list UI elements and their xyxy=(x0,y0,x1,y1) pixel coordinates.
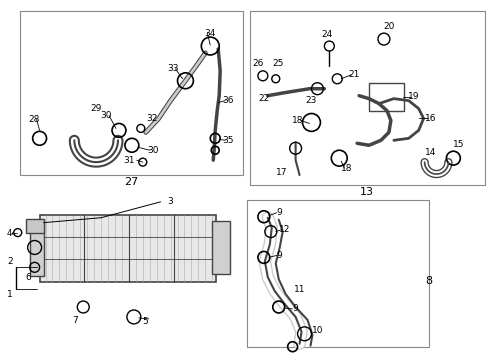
Text: 23: 23 xyxy=(305,96,317,105)
Bar xyxy=(40,215,216,282)
Text: 28: 28 xyxy=(28,115,39,124)
Text: 17: 17 xyxy=(275,167,287,176)
Text: 2: 2 xyxy=(7,257,13,266)
Text: 14: 14 xyxy=(424,148,435,157)
Text: 25: 25 xyxy=(271,59,283,68)
Text: 11: 11 xyxy=(293,285,305,294)
Bar xyxy=(249,11,484,185)
Bar xyxy=(246,200,427,347)
Bar xyxy=(30,221,43,276)
Text: 31: 31 xyxy=(123,156,134,165)
Text: 3: 3 xyxy=(167,197,173,206)
Text: 20: 20 xyxy=(383,22,394,31)
Text: 7: 7 xyxy=(72,316,78,325)
Bar xyxy=(26,219,43,233)
Text: 9: 9 xyxy=(292,305,298,314)
Text: 4←: 4← xyxy=(7,229,19,238)
Text: 9: 9 xyxy=(276,208,282,217)
Text: 1: 1 xyxy=(7,289,13,298)
Text: 27: 27 xyxy=(123,177,138,187)
Text: 6: 6 xyxy=(26,273,32,282)
Text: 30: 30 xyxy=(100,111,112,120)
Text: 32: 32 xyxy=(146,114,157,123)
Text: 8: 8 xyxy=(424,276,431,286)
Text: 24: 24 xyxy=(321,30,332,39)
Text: 34: 34 xyxy=(204,29,216,38)
Text: 30: 30 xyxy=(147,146,158,155)
Text: 12: 12 xyxy=(279,225,290,234)
Bar xyxy=(368,83,403,111)
Text: 13: 13 xyxy=(359,187,373,197)
Text: 36: 36 xyxy=(222,96,233,105)
Text: 33: 33 xyxy=(166,64,178,73)
Text: 18: 18 xyxy=(291,116,303,125)
Text: 15: 15 xyxy=(452,140,463,149)
Text: 22: 22 xyxy=(258,94,269,103)
Text: 35: 35 xyxy=(222,136,233,145)
Text: 16: 16 xyxy=(424,114,435,123)
Text: 26: 26 xyxy=(252,59,263,68)
Text: 19: 19 xyxy=(407,92,419,101)
Text: 21: 21 xyxy=(348,70,359,79)
Text: 29: 29 xyxy=(90,104,102,113)
Text: 5: 5 xyxy=(142,318,147,327)
Text: 10: 10 xyxy=(311,326,323,335)
Bar xyxy=(20,11,243,175)
Text: 18: 18 xyxy=(341,163,352,172)
Text: 9: 9 xyxy=(276,251,282,260)
Bar xyxy=(212,221,230,274)
